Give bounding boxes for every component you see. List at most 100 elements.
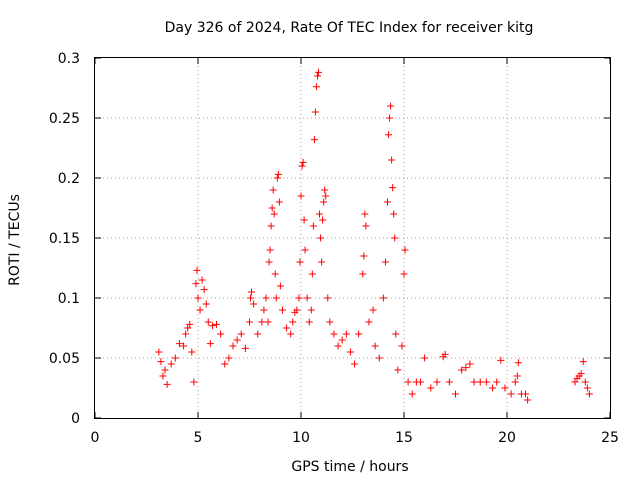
data-point — [250, 300, 258, 308]
data-point — [204, 318, 212, 326]
data-point — [346, 348, 354, 356]
data-point — [266, 246, 274, 254]
data-point — [524, 396, 532, 404]
data-point — [262, 294, 270, 302]
data-point — [313, 72, 321, 80]
data-point — [274, 170, 282, 178]
data-point — [476, 378, 484, 386]
data-point — [401, 246, 409, 254]
x-tick-label: 0 — [91, 430, 100, 446]
data-point — [198, 276, 206, 284]
data-point — [394, 366, 402, 374]
data-point — [264, 318, 272, 326]
data-point — [167, 360, 175, 368]
y-tick-label: 0.15 — [49, 231, 80, 247]
data-point — [466, 360, 474, 368]
data-point — [309, 222, 317, 230]
data-point — [571, 378, 579, 386]
data-point — [427, 384, 435, 392]
data-point — [200, 286, 208, 294]
data-point — [206, 340, 214, 348]
data-point — [310, 136, 318, 144]
axis-ticks — [94, 57, 611, 419]
data-point — [248, 288, 256, 296]
data-point — [241, 344, 249, 352]
data-point — [287, 330, 295, 338]
data-point — [297, 192, 305, 200]
data-point — [184, 324, 192, 332]
data-point — [233, 336, 241, 344]
y-tick-label: 0.25 — [49, 111, 80, 127]
data-point — [416, 378, 424, 386]
data-point — [390, 210, 398, 218]
data-point — [208, 322, 216, 330]
data-point — [398, 342, 406, 350]
x-axis-title: GPS time / hours — [291, 459, 408, 475]
data-point — [161, 366, 169, 374]
plot-frame — [94, 57, 611, 419]
data-point — [300, 216, 308, 224]
data-point — [360, 252, 368, 260]
data-point — [365, 318, 373, 326]
data-point — [482, 378, 490, 386]
data-point — [319, 216, 327, 224]
data-point — [433, 378, 441, 386]
y-tick-label: 0 — [71, 411, 80, 427]
data-point — [408, 390, 416, 398]
data-point — [303, 294, 311, 302]
x-tick-label: 20 — [498, 430, 516, 446]
data-point — [342, 330, 350, 338]
data-point — [298, 162, 306, 170]
data-point — [157, 358, 165, 366]
data-point — [318, 258, 326, 266]
data-point — [338, 336, 346, 344]
data-point — [217, 330, 225, 338]
data-point — [379, 294, 387, 302]
data-point — [389, 184, 397, 192]
data-point — [322, 192, 330, 200]
data-point — [392, 330, 400, 338]
data-point — [501, 384, 509, 392]
data-point — [260, 306, 268, 314]
data-point — [513, 372, 521, 380]
data-point — [497, 356, 505, 364]
data-point — [192, 280, 200, 288]
data-point — [404, 378, 412, 386]
data-point — [265, 258, 273, 266]
data-point — [514, 359, 522, 367]
data-point — [307, 306, 315, 314]
data-point — [301, 246, 309, 254]
y-tick-label: 0.05 — [49, 351, 80, 367]
x-tick-label: 15 — [395, 430, 413, 446]
chart-title: Day 326 of 2024, Rate Of TEC Index for r… — [165, 20, 534, 36]
data-point — [196, 306, 204, 314]
x-tick-label: 5 — [194, 430, 203, 446]
data-point — [269, 186, 277, 194]
data-point — [180, 342, 188, 350]
data-point — [326, 318, 334, 326]
data-point — [229, 342, 237, 350]
data-point — [272, 294, 280, 302]
data-point — [182, 330, 190, 338]
data-point — [247, 294, 255, 302]
data-point — [159, 372, 167, 380]
data-point — [385, 131, 393, 139]
data-point — [213, 320, 221, 328]
data-point — [361, 210, 369, 218]
data-point — [489, 384, 497, 392]
data-point — [276, 282, 284, 290]
data-point — [275, 198, 283, 206]
data-point — [381, 258, 389, 266]
data-point — [299, 158, 307, 166]
data-point — [163, 380, 171, 388]
data-point — [511, 378, 519, 386]
data-point — [175, 340, 183, 348]
data-point — [507, 390, 515, 398]
data-point — [237, 330, 245, 338]
data-point — [400, 270, 408, 278]
data-point — [289, 318, 297, 326]
data-point — [317, 234, 325, 242]
data-point — [311, 108, 319, 116]
data-point — [320, 198, 328, 206]
